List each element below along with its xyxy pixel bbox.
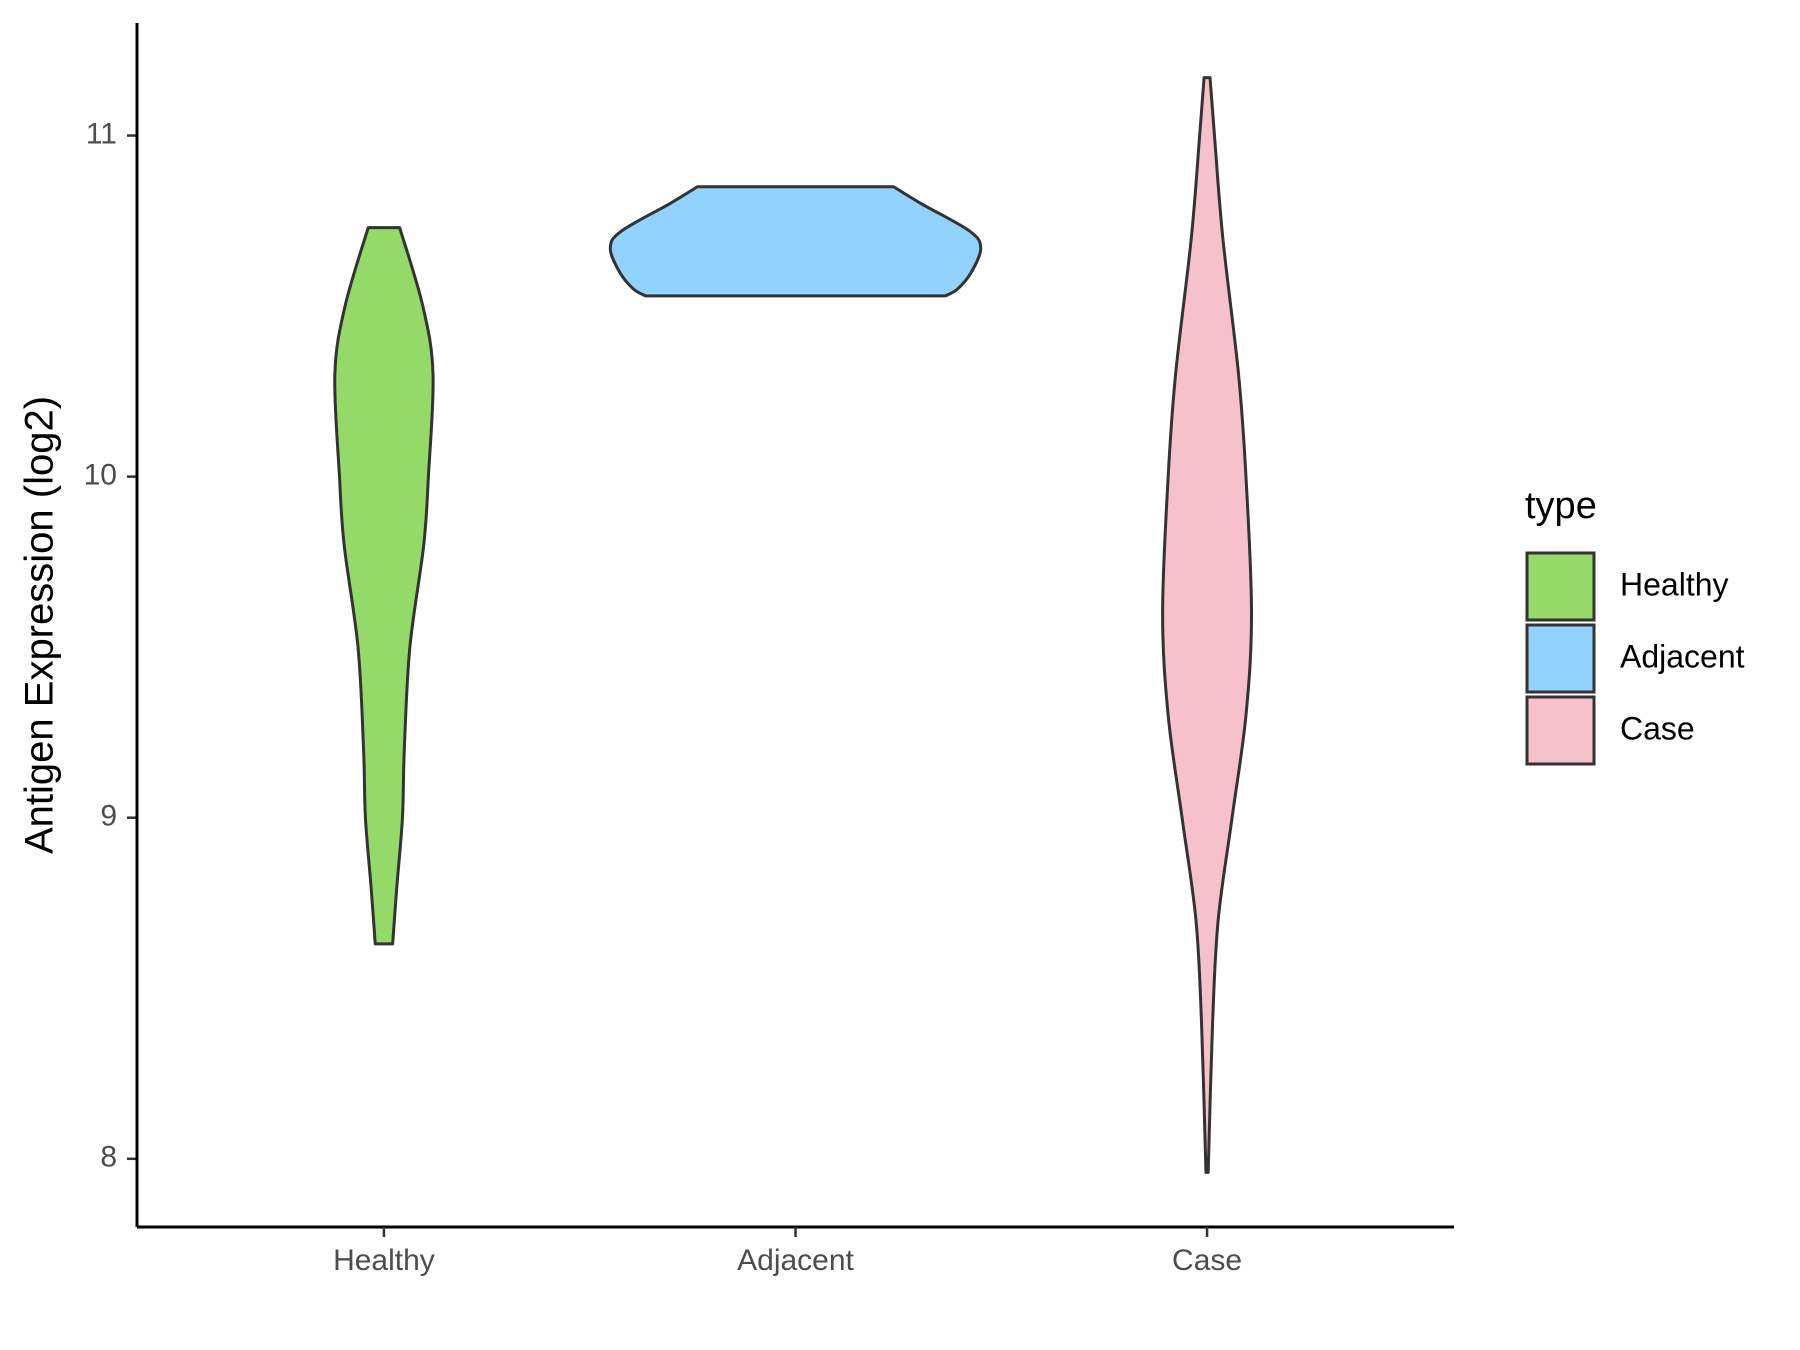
legend-key bbox=[1525, 551, 1596, 622]
legend-key bbox=[1525, 695, 1596, 766]
legend-label: Healthy bbox=[1620, 566, 1729, 602]
legend-title: type bbox=[1525, 485, 1597, 527]
x-tick-label: Healthy bbox=[333, 1244, 435, 1277]
legend-label: Case bbox=[1620, 710, 1695, 746]
y-tick-label: 9 bbox=[100, 800, 117, 833]
violin bbox=[1161, 76, 1254, 1174]
y-axis-label: Antigen Expression (log2) bbox=[18, 396, 62, 854]
legend-key bbox=[1525, 623, 1596, 694]
y-tick-label: 10 bbox=[84, 459, 117, 492]
x-tick-label: Case bbox=[1172, 1244, 1242, 1277]
x-tick-label: Adjacent bbox=[737, 1244, 854, 1277]
violin bbox=[608, 185, 983, 298]
legend-label: Adjacent bbox=[1620, 638, 1745, 674]
violin bbox=[333, 226, 435, 946]
y-tick-label: 8 bbox=[100, 1141, 117, 1174]
y-tick-label: 11 bbox=[86, 117, 117, 150]
